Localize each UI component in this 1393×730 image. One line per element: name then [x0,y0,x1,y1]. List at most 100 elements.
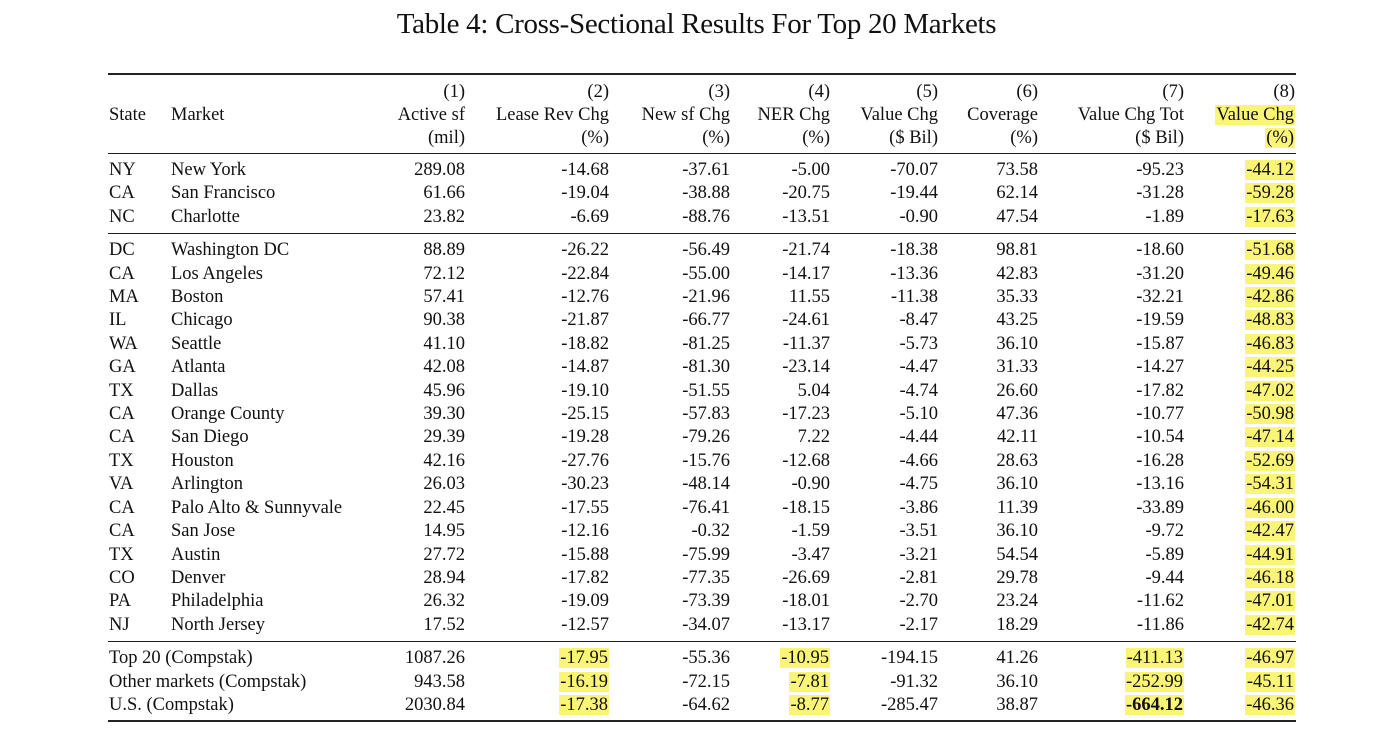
value-cell: -4.74 [899,380,938,401]
table-row: CA San Diego 29.39 -19.28 -79.26 7.22 -4.44 42.… [108,426,1296,449]
value-cell: 36.10 [996,521,1038,542]
market-cell: Austin [171,544,221,565]
value-cell: -16.28 [1136,450,1184,471]
col-num: (4) [731,73,831,104]
value-cell: -26.22 [561,240,609,261]
state-cell: TX [109,544,134,565]
value-cell: -46.36 [1245,694,1295,715]
value-cell: -18.60 [1136,240,1184,261]
value-cell: -17.82 [1136,380,1184,401]
value-cell: -3.86 [899,497,938,518]
value-cell: -11.37 [782,333,830,354]
value-cell: -11.86 [1039,613,1185,643]
table-row: CO Denver 28.94 -17.82 -77.35 -26.69 -2.81 29.7… [108,567,1296,590]
table-row: PA Philadelphia 26.32 -19.09 -73.39 -18.01 -2.… [108,590,1296,613]
col-unit: (%) [610,127,731,154]
value-cell: 5.04 [797,380,830,401]
value-cell: -252.99 [1124,671,1184,692]
value-cell: 11.39 [997,497,1038,518]
value-cell: -25.15 [561,404,609,425]
value-cell: -11.62 [1136,591,1184,612]
market-cell: Chicago [171,310,233,331]
state-cell: CA [109,183,135,204]
table-row: CA Los Angeles 72.12 -22.84 -55.00 -14.17 -13.… [108,263,1296,286]
value-cell: -9.44 [1145,567,1184,588]
value-cell: -55.00 [682,263,730,284]
value-cell: 26.32 [423,591,465,612]
value-cell: -21.87 [561,310,609,331]
market-cell: North Jersey [170,613,370,643]
value-cell: 35.33 [996,287,1038,308]
value-cell: 42.83 [996,263,1038,284]
value-cell: 23.24 [996,591,1038,612]
value-cell: 45.96 [423,380,465,401]
table-row: DC Washington DC 88.89 -26.22 -56.49 -21.74 -1… [108,234,1296,263]
value-cell: -6.69 [466,205,610,235]
value-cell: -4.75 [899,474,938,495]
value-cell: -44.25 [1245,357,1295,378]
value-cell: 14.95 [423,521,465,542]
value-cell: 18.29 [939,613,1039,643]
value-cell: -15.76 [682,450,730,471]
value-cell: 17.52 [370,613,466,643]
market-cell: Dallas [171,380,219,401]
value-cell: -48.83 [1245,310,1295,331]
value-cell: -15.88 [561,544,609,565]
value-cell: -38.88 [682,183,730,204]
value-cell: -9.72 [1145,521,1184,542]
total-row: U.S. (Compstak) 2030.84 -17.38 -64.62 -8.77-… [108,693,1296,723]
col-num: (1) [370,73,466,104]
value-cell: -50.98 [1245,404,1295,425]
col-num: (5) [831,73,939,104]
value-cell: 22.45 [423,497,465,518]
value-cell: -17.23 [782,404,830,425]
state-cell: NY [109,160,136,180]
value-cell: -4.44 [899,427,938,448]
value-cell: 36.10 [996,333,1038,354]
value-cell: -31.20 [1136,263,1184,284]
value-cell: 31.33 [996,357,1038,378]
value-cell: -8.47 [899,310,938,331]
total-label: Top 20 (Compstak) [109,648,253,669]
value-cell: -12.57 [466,613,610,643]
value-cell: 29.78 [996,567,1038,588]
state-cell: MA [109,287,139,308]
total-label: U.S. (Compstak) [108,693,370,723]
value-cell: -45.11 [1245,671,1295,692]
table-row: CA Orange County 39.30 -25.15 -57.83 -17.23 -5… [108,403,1296,426]
table-row: NY New York 289.08 -14.68 -37.61 -5.00 -70.07 7… [108,154,1296,183]
value-cell: -91.32 [890,671,938,692]
value-cell: -16.19 [559,671,609,692]
value-cell: -47.02 [1245,380,1295,401]
value-cell: -3.51 [899,521,938,542]
value-cell: -79.26 [682,427,730,448]
value-cell: -81.25 [682,333,730,354]
value-cell: 98.81 [996,240,1038,261]
value-cell: -10.77 [1136,404,1184,425]
state-cell: PA [109,591,131,612]
market-cell: San Diego [171,427,249,448]
value-cell: -18.15 [782,497,830,518]
value-cell: -1.59 [791,521,830,542]
value-cell: -46.18 [1245,567,1295,588]
value-cell: -44.12 [1245,160,1295,180]
value-cell: 28.63 [996,450,1038,471]
value-cell: -19.59 [1136,310,1184,331]
value-cell: -33.89 [1136,497,1184,518]
value-cell: -2.17 [831,613,939,643]
value-cell: -70.07 [890,160,938,180]
table-row: CA Palo Alto & Sunnyvale 22.45 -17.55 -76.41… [108,497,1296,520]
value-cell: -72.15 [682,671,730,692]
value-cell: -42.47 [1245,521,1295,542]
value-cell: -44.91 [1245,544,1295,565]
value-cell: 72.12 [423,263,465,284]
value-cell: -19.28 [561,427,609,448]
value-cell: -13.51 [731,205,831,235]
value-cell: -10.95 [780,648,830,669]
value-cell: -5.10 [899,404,938,425]
value-cell: 61.66 [423,183,465,204]
col-name: Lease Rev Chg [495,105,609,125]
table-row: CA San Jose 14.95 -12.16 -0.32 -1.59 -3.51 36.1… [108,520,1296,543]
value-cell: -57.83 [682,404,730,425]
col-unit-highlighted: (%) [1265,128,1295,148]
